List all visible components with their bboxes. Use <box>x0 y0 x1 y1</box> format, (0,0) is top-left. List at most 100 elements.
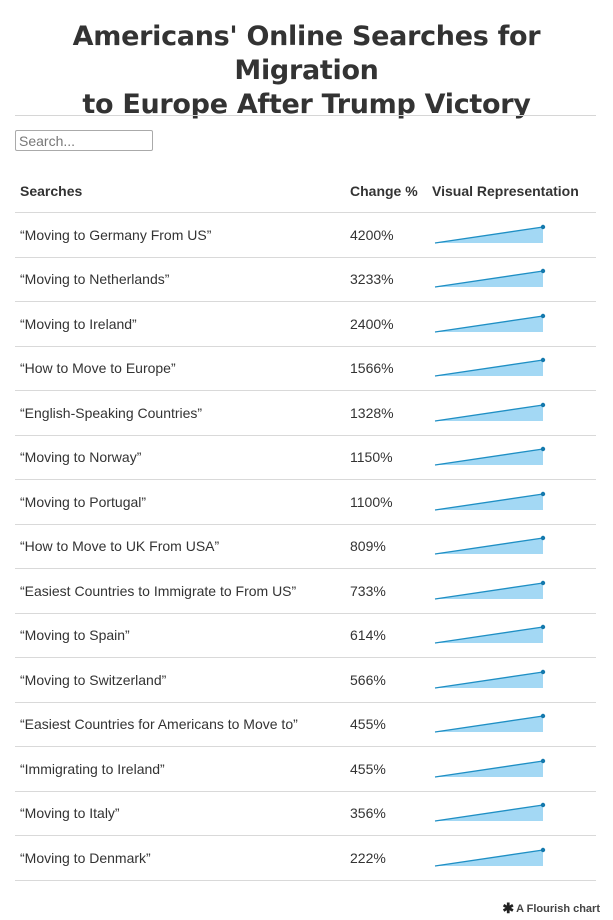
change-percent-cell: 1328% <box>350 390 432 436</box>
sparkline-chart <box>434 625 546 644</box>
sparkline-cell <box>432 435 596 480</box>
sparkline-end-point <box>540 625 546 630</box>
table-row: “Moving to Denmark” 222% <box>15 835 596 881</box>
table-row: “Moving to Netherlands” 3233% <box>15 257 596 302</box>
table-row: “Moving to Norway” 1150% <box>15 435 596 480</box>
change-percent-cell: 222% <box>350 835 432 881</box>
sparkline-cell <box>432 791 596 836</box>
search-term-cell: “Easiest Countries to Immigrate to From … <box>15 568 350 614</box>
sparkline-chart <box>434 536 546 555</box>
sparkline-end-point <box>540 714 546 719</box>
sparkline-end-point <box>540 536 546 541</box>
sparkline-cell <box>432 301 596 347</box>
sparkline-line <box>434 315 544 333</box>
sparkline-cell <box>432 835 596 881</box>
search-term-cell: “Moving to Ireland” <box>15 301 350 347</box>
search-term-cell: “Moving to Germany From US” <box>15 212 350 258</box>
sparkline-line <box>434 715 544 733</box>
table-row: “Easiest Countries for Americans to Move… <box>15 702 596 747</box>
chart-title: Americans' Online Searches for Migration… <box>0 20 613 122</box>
sparkline-end-point <box>540 669 546 674</box>
change-percent-cell: 2400% <box>350 301 432 347</box>
sparkline-chart <box>434 402 546 422</box>
flourish-credit[interactable]: ✱ A Flourish chart <box>502 900 600 917</box>
change-percent-cell: 4200% <box>350 212 432 258</box>
sparkline-end-point <box>540 313 546 318</box>
sparkline-line <box>434 226 544 244</box>
change-percent-cell: 1150% <box>350 435 432 480</box>
title-line-1: Americans' Online Searches for Migration <box>72 21 541 86</box>
title-divider <box>15 115 596 116</box>
sparkline-chart <box>434 447 546 466</box>
sparkline-chart <box>434 758 546 778</box>
sparkline-cell <box>432 346 596 391</box>
sparkline-end-point <box>540 269 546 274</box>
sparkline-chart <box>434 669 546 689</box>
sparkline-chart <box>434 803 546 822</box>
sparkline-cell <box>432 212 596 258</box>
search-term-cell: “English-Speaking Countries” <box>15 390 350 436</box>
table-row: “How to Move to Europe” 1566% <box>15 346 596 391</box>
table-row: “Moving to Germany From US” 4200% <box>15 212 596 258</box>
column-header-searches[interactable]: Searches <box>15 170 350 213</box>
search-term-cell: “Moving to Portugal” <box>15 479 350 525</box>
search-term-cell: “How to Move to Europe” <box>15 346 350 391</box>
sparkline-line <box>434 270 544 288</box>
search-term-cell: “Moving to Netherlands” <box>15 257 350 302</box>
column-header-change[interactable]: Change % <box>350 170 432 213</box>
sparkline-line <box>434 493 544 511</box>
title-line-2: to Europe After Trump Victory <box>82 89 531 120</box>
sparkline-chart <box>434 580 546 600</box>
sparkline-cell <box>432 746 596 792</box>
sparkline-line <box>434 404 544 422</box>
sparkline-line <box>434 448 544 466</box>
sparkline-chart <box>434 491 546 511</box>
sparkline-end-point <box>540 758 546 763</box>
sparkline-end-point <box>540 402 546 407</box>
table-row: “Moving to Ireland” 2400% <box>15 301 596 347</box>
change-percent-cell: 455% <box>350 746 432 792</box>
sparkline-chart <box>434 714 546 733</box>
sparkline-cell <box>432 702 596 747</box>
table-row: “How to Move to UK From USA” 809% <box>15 524 596 569</box>
sparkline-end-point <box>540 803 546 808</box>
sparkline-line <box>434 671 544 689</box>
change-percent-cell: 614% <box>350 613 432 658</box>
sparkline-line <box>434 359 544 377</box>
sparkline-chart <box>434 269 546 288</box>
change-percent-cell: 809% <box>350 524 432 569</box>
change-percent-cell: 356% <box>350 791 432 836</box>
table-row: “Moving to Spain” 614% <box>15 613 596 658</box>
table-row: “Moving to Italy” 356% <box>15 791 596 836</box>
change-percent-cell: 733% <box>350 568 432 614</box>
sparkline-line <box>434 537 544 555</box>
table-row: “Easiest Countries to Immigrate to From … <box>15 568 596 614</box>
table-row: “Moving to Portugal” 1100% <box>15 479 596 525</box>
sparkline-end-point <box>540 847 546 852</box>
data-table: Searches Change % Visual Representation … <box>15 170 596 881</box>
table-row: “Moving to Switzerland” 566% <box>15 657 596 703</box>
sparkline-line <box>434 804 544 822</box>
search-term-cell: “Easiest Countries for Americans to Move… <box>15 702 350 747</box>
search-term-cell: “Moving to Denmark” <box>15 835 350 881</box>
search-input[interactable] <box>15 130 153 151</box>
sparkline-cell <box>432 657 596 703</box>
sparkline-cell <box>432 257 596 302</box>
sparkline-chart <box>434 224 546 244</box>
sparkline-cell <box>432 613 596 658</box>
flourish-logo-icon: ✱ <box>502 900 515 916</box>
sparkline-line <box>434 626 544 644</box>
search-term-cell: “Moving to Spain” <box>15 613 350 658</box>
search-term-cell: “How to Move to UK From USA” <box>15 524 350 569</box>
change-percent-cell: 566% <box>350 657 432 703</box>
change-percent-cell: 1100% <box>350 479 432 525</box>
sparkline-line <box>434 760 544 778</box>
column-header-visual[interactable]: Visual Representation <box>432 170 596 213</box>
search-term-cell: “Moving to Italy” <box>15 791 350 836</box>
sparkline-end-point <box>540 491 546 496</box>
sparkline-chart <box>434 358 546 377</box>
table-row: “English-Speaking Countries” 1328% <box>15 390 596 436</box>
table-header-row: Searches Change % Visual Representation <box>15 170 596 213</box>
search-term-cell: “Moving to Norway” <box>15 435 350 480</box>
sparkline-cell <box>432 568 596 614</box>
